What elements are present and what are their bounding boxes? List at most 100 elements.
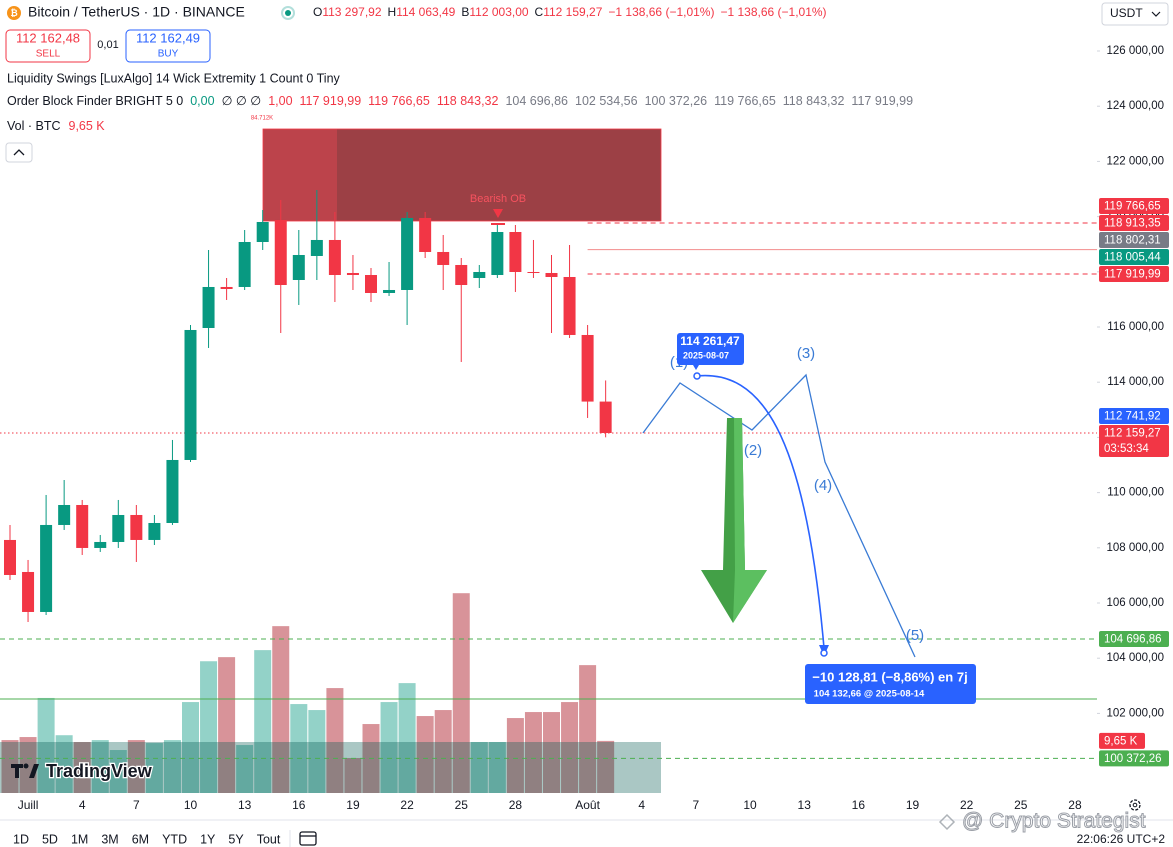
range-button[interactable]: 1D <box>13 832 29 846</box>
candle-body <box>58 504 71 525</box>
sell-button[interactable] <box>5 29 91 63</box>
indicator-value: ∅ ∅ ∅ <box>222 94 262 108</box>
indicator-value: 119 766,65 <box>714 94 776 108</box>
price-label-box <box>1099 750 1169 767</box>
range-button[interactable]: 5D <box>42 832 58 846</box>
ohlc-key: B <box>461 5 469 19</box>
swing-volume-label: 84.712K <box>251 116 273 122</box>
price-label: 119 766,65 <box>1104 201 1161 213</box>
range-button[interactable]: 1M <box>71 832 88 846</box>
volume-bar <box>109 750 127 793</box>
ohlc-key: H <box>388 5 397 19</box>
buy-button[interactable] <box>125 29 211 63</box>
candle-body <box>256 221 269 242</box>
countdown: 03:53:34 <box>1104 443 1149 455</box>
price-label: 100 372,26 <box>1104 753 1162 765</box>
range-button[interactable]: 6M <box>132 832 149 846</box>
collapse-button[interactable] <box>5 142 33 163</box>
indicator-volume-value: 9,65 K <box>69 119 106 133</box>
volume-bar <box>434 710 452 793</box>
indicator-value: 1,00 <box>268 94 292 108</box>
volume-bar <box>55 735 73 793</box>
candle-body <box>148 522 161 540</box>
volume-bar <box>73 742 91 793</box>
elliott-wave <box>642 373 916 658</box>
indicator-value: 119 766,65 <box>368 94 430 108</box>
candle-body <box>437 251 450 265</box>
indicator-value: 100 372,26 <box>645 94 708 108</box>
volume-bar <box>91 740 109 793</box>
candle-body <box>166 459 179 523</box>
range-button[interactable]: 1Y <box>200 832 216 846</box>
ohlc-value: 112 159,27 <box>543 5 602 19</box>
candle-body <box>509 232 522 272</box>
x-tick-label: 7 <box>133 798 140 812</box>
range-button[interactable]: 5Y <box>228 832 244 846</box>
price-label: 112 159,27 <box>1104 428 1161 440</box>
currency-chevron <box>1151 11 1161 17</box>
volume-bar <box>127 740 145 793</box>
price-label: 112 741,92 <box>1104 411 1161 423</box>
x-tick-label: 25 <box>1014 798 1028 812</box>
x-tick-label: 19 <box>346 798 360 812</box>
x-tick-label: 4 <box>638 798 645 812</box>
price-label-box <box>1099 630 1169 647</box>
currency-button[interactable] <box>1101 2 1169 26</box>
volume-bar <box>561 702 579 793</box>
range-button[interactable]: Tout <box>257 832 281 846</box>
candle-body <box>365 275 377 294</box>
bearish-ob-marker <box>493 209 503 218</box>
settings-icon-center <box>1132 802 1138 808</box>
y-tick-label: 122 000,00 <box>1106 155 1164 167</box>
volume-bar <box>344 758 362 793</box>
calendar-icon[interactable] <box>299 831 317 846</box>
market-status-dot <box>285 10 291 16</box>
market-status[interactable] <box>281 6 295 20</box>
bearish-ob-label: Bearish OB <box>470 193 526 205</box>
y-tick-label: 126 000,00 <box>1106 45 1164 57</box>
volume-bar <box>470 742 488 793</box>
indicator-value: 118 843,32 <box>437 94 499 108</box>
indicator-value: 0,00 <box>190 94 214 108</box>
price-label-box <box>1099 425 1169 458</box>
bearish-ob-origin <box>263 129 337 221</box>
indicator-order-block[interactable]: Order Block Finder BRIGHT 5 0 0,00 ∅ ∅ ∅ 1,… <box>7 94 913 108</box>
volume-bar <box>597 740 615 793</box>
x-tick-label: Juill <box>18 798 39 812</box>
price-label-box <box>1099 232 1169 249</box>
candle-body <box>328 239 341 276</box>
range-button[interactable]: YTD <box>162 832 187 846</box>
symbol-logo <box>7 6 21 20</box>
candle-body <box>22 571 35 612</box>
projection-tooltip <box>805 664 976 704</box>
ohlc-value: 113 297,92 <box>322 5 381 19</box>
volume-bar <box>326 688 344 793</box>
range-button[interactable]: 3M <box>101 832 118 846</box>
tradingview-text: TradingView <box>46 761 153 781</box>
volume-bar <box>398 683 416 793</box>
ohlc-key: O <box>313 5 322 19</box>
volume-bar <box>218 657 236 793</box>
candle-body <box>383 289 396 294</box>
indicator-value: 118 843,32 <box>783 94 845 108</box>
candle-body <box>76 504 89 548</box>
symbol-title[interactable]: Bitcoin / TetherUS · 1D · BINANCE <box>28 4 245 20</box>
volume-bar <box>1 740 19 793</box>
clock[interactable]: 22:06:26 UTC+2 <box>1077 832 1166 846</box>
indicator-liquidity-swings[interactable]: Liquidity Swings [LuxAlgo] 14 Wick Extre… <box>7 71 341 85</box>
logo-shape <box>23 763 29 769</box>
volume-bar <box>543 712 560 793</box>
price-label-box <box>1099 408 1169 425</box>
candle-body <box>346 272 359 276</box>
volume-label: 9,65 K <box>1104 735 1138 747</box>
settings-icon[interactable] <box>1129 799 1141 811</box>
x-tick-label: 13 <box>238 798 252 812</box>
projection-end <box>820 649 828 657</box>
candle-body <box>310 239 323 256</box>
volume-bar <box>452 593 470 793</box>
volume-bar <box>488 742 506 793</box>
indicator-volume[interactable]: Vol · BTC 9,65 K <box>7 119 105 133</box>
price-label: 118 802,31 <box>1104 235 1161 247</box>
level-lines <box>0 222 1097 759</box>
